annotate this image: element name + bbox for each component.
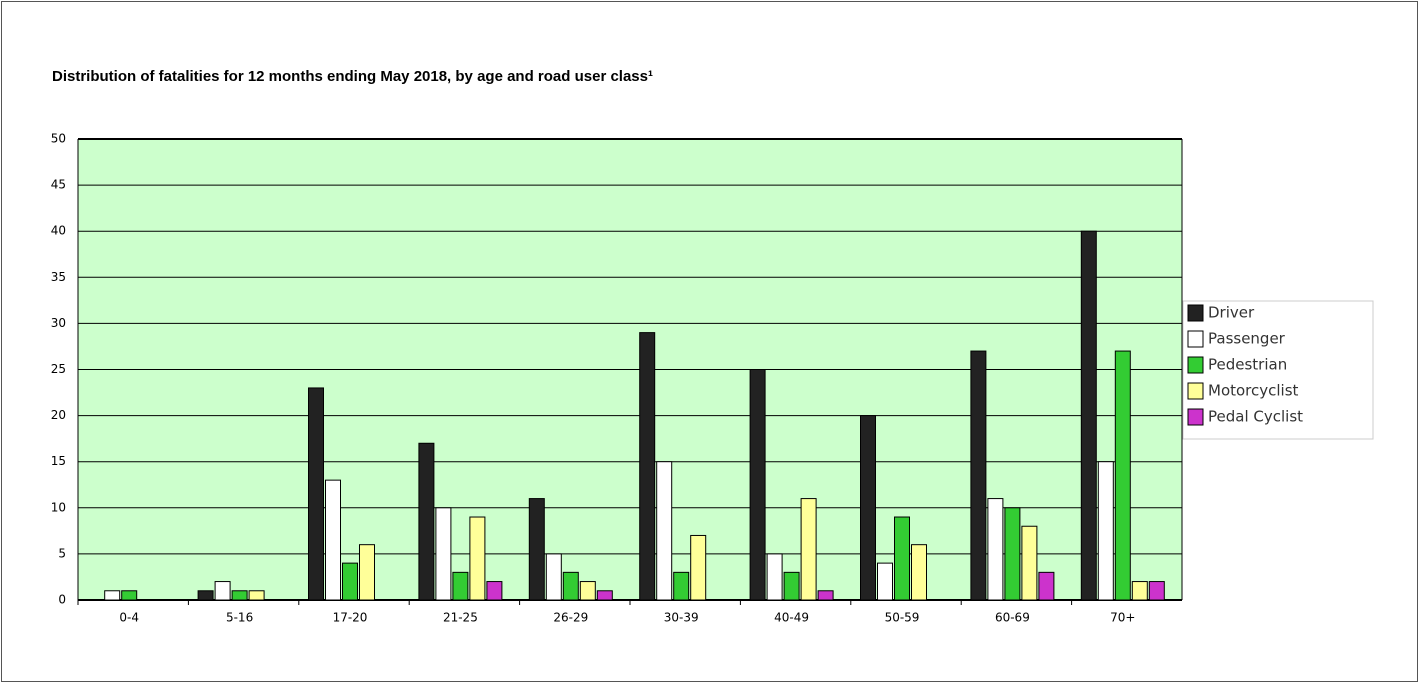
- legend-label: Pedestrian: [1208, 356, 1287, 374]
- bar: [877, 562, 893, 601]
- legend-swatch: [1187, 304, 1204, 322]
- bar: [528, 498, 545, 601]
- legend-label: Driver: [1208, 304, 1255, 322]
- bar: [325, 479, 341, 601]
- bar: [639, 332, 656, 601]
- y-tick-label: 15: [51, 454, 66, 468]
- y-tick-label: 20: [51, 408, 66, 422]
- bar: [545, 553, 562, 601]
- bar: [911, 544, 927, 601]
- bar: [248, 590, 265, 601]
- bar: [1080, 230, 1097, 601]
- bar: [894, 516, 910, 601]
- y-tick-label: 35: [51, 270, 66, 284]
- bar: [1004, 507, 1021, 601]
- bar: [596, 590, 613, 601]
- legend-swatch: [1187, 408, 1204, 426]
- bar: [452, 571, 469, 601]
- bar: [749, 369, 766, 601]
- legend-label: Motorcyclist: [1208, 382, 1299, 400]
- bar: [1148, 581, 1165, 601]
- bar: [418, 442, 435, 601]
- y-tick-label: 40: [51, 224, 66, 238]
- bar: [673, 571, 690, 601]
- x-tick-label: 0-4: [119, 611, 139, 625]
- bar: [486, 581, 503, 601]
- x-tick-label: 50-59: [885, 611, 920, 625]
- bar: [469, 516, 486, 601]
- y-tick-label: 25: [51, 362, 66, 376]
- y-tick-label: 0: [58, 593, 66, 607]
- bar: [690, 534, 707, 601]
- bar: [783, 571, 800, 601]
- bar: [1097, 461, 1114, 601]
- bar: [231, 590, 248, 601]
- bar: [766, 553, 783, 601]
- x-tick-label: 21-25: [443, 611, 478, 625]
- bar: [656, 461, 673, 601]
- x-tick-label: 40-49: [774, 611, 809, 625]
- legend-swatch: [1187, 356, 1204, 374]
- legend-swatch: [1187, 382, 1204, 400]
- y-tick-label: 10: [51, 500, 66, 514]
- x-tick-label: 5-16: [226, 611, 253, 625]
- legend-label: Passenger: [1208, 330, 1286, 348]
- bar: [987, 498, 1004, 601]
- bar: [342, 562, 358, 601]
- x-tick-label: 26-29: [553, 611, 588, 625]
- bar: [860, 415, 876, 601]
- x-tick-label: 17-20: [333, 611, 368, 625]
- bar: [121, 590, 138, 601]
- bar: [1131, 581, 1148, 601]
- bar: [1038, 571, 1055, 601]
- legend-swatch: [1187, 330, 1204, 348]
- bar: [435, 507, 452, 601]
- x-tick-label: 70+: [1110, 611, 1135, 625]
- bar: [579, 581, 596, 601]
- y-tick-label: 50: [51, 132, 66, 146]
- x-tick-label: 60-69: [995, 611, 1030, 625]
- bar: [1114, 350, 1131, 601]
- legend-label: Pedal Cyclist: [1208, 408, 1303, 426]
- bar: [1021, 525, 1038, 601]
- bar: [562, 571, 579, 601]
- bar: [214, 581, 231, 601]
- legend-box: [1182, 300, 1374, 440]
- bar: [308, 387, 324, 601]
- bar: [359, 544, 375, 601]
- y-tick-label: 30: [51, 316, 66, 330]
- bar: [197, 590, 214, 601]
- y-tick-label: 5: [58, 546, 66, 560]
- bar: [817, 590, 834, 601]
- y-tick-label: 45: [51, 178, 66, 192]
- chart-title: Distribution of fatalities for 12 months…: [52, 68, 653, 85]
- x-tick-label: 30-39: [664, 611, 699, 625]
- bar: [104, 590, 121, 601]
- bar: [800, 498, 817, 601]
- bar: [970, 350, 987, 601]
